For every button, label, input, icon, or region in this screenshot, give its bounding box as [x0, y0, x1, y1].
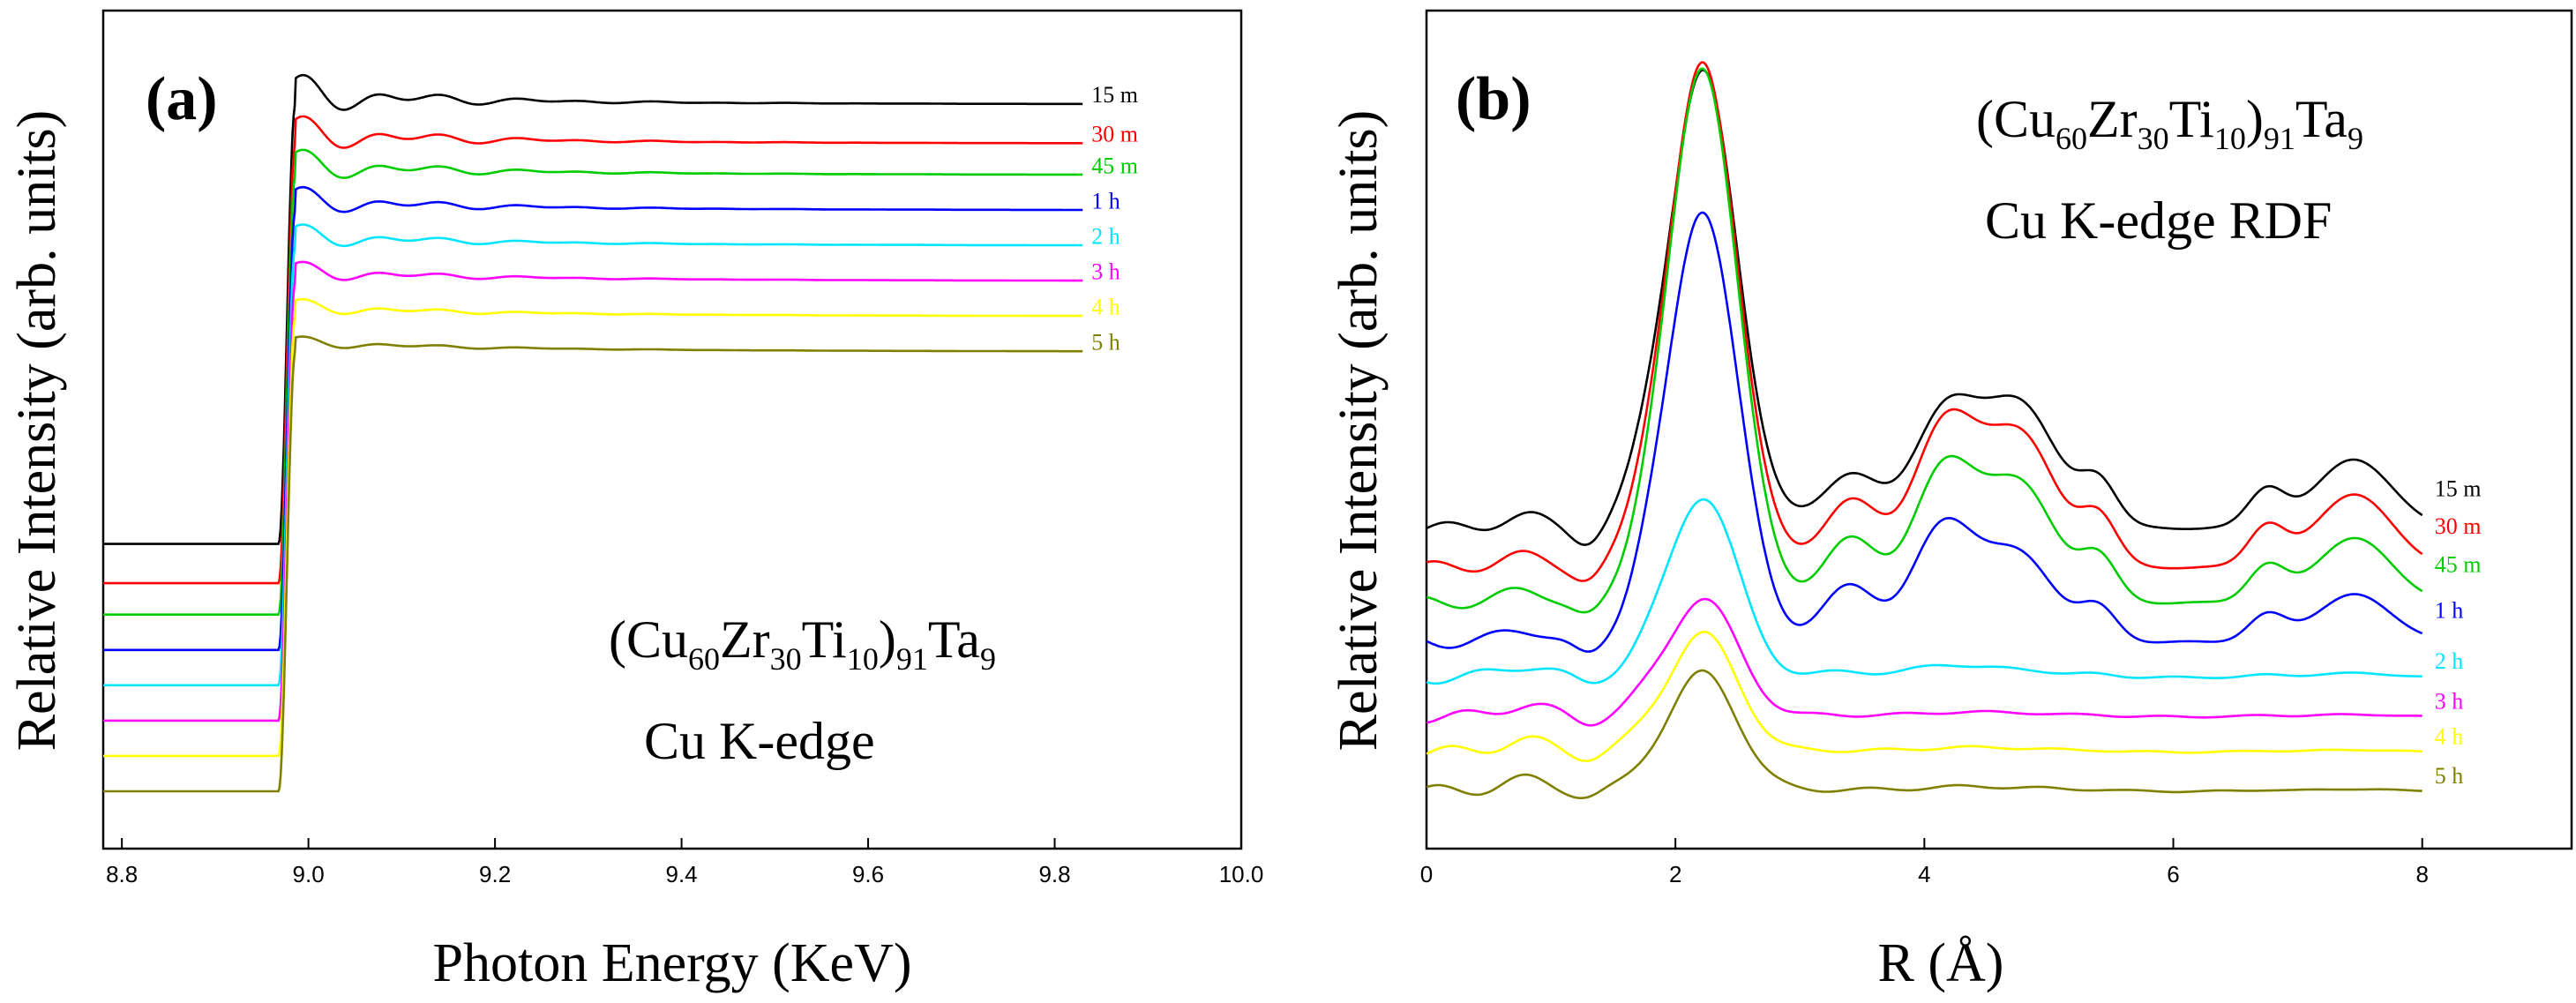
panel-a-series-line	[103, 115, 1083, 585]
panel-a-series-line	[103, 73, 1083, 545]
panel-a-xanes: 8.8 9.0 9.2 9.4 9.6 9.8 10.0 15 m 30 m 45 m 1 h 2 …	[7, 9, 1263, 993]
panel-a-series-label: 1 h	[1091, 188, 1120, 213]
panel-a-series-label: 2 h	[1091, 223, 1120, 249]
panel-b-series-label: 2 h	[2435, 648, 2464, 674]
panel-a-series-line	[103, 335, 1083, 793]
panel-a-x-tick-label: 9.8	[1038, 861, 1070, 887]
panel-b-x-tick-label: 2	[1669, 861, 1681, 887]
panel-b-x-tick-label: 0	[1420, 861, 1433, 887]
panel-b-label: (b)	[1456, 65, 1531, 133]
panel-b-y-axis-title: Relative Intensity (arb. units)	[1329, 110, 1389, 752]
panel-a-x-tick-label: 9.0	[293, 861, 325, 887]
panel-a-x-tick-label: 9.6	[852, 861, 884, 887]
panel-b-formula: (Cu60Zr30Ti10)91Ta9	[1976, 90, 2363, 156]
panel-a-series-label: 3 h	[1091, 258, 1120, 284]
panel-a-label: (a)	[146, 65, 218, 133]
panel-b-x-axis-title: R (Å)	[1878, 933, 2004, 993]
panel-b-x-tick-label: 4	[1918, 861, 1930, 887]
panel-a-formula: (Cu60Zr30Ti10)91Ta9	[609, 610, 996, 677]
panel-a-series-label: 15 m	[1091, 82, 1138, 108]
panel-a-frame	[101, 9, 1243, 850]
panel-a-series-line	[103, 148, 1083, 617]
panel-a-x-tick-label: 9.4	[665, 861, 697, 887]
panel-b-series-line	[1426, 630, 2422, 763]
panel-b-series-label: 30 m	[2435, 513, 2482, 539]
panel-a-series-label: 45 m	[1091, 153, 1138, 178]
panel-b-x-ticks: 0 2 4 6 8	[1420, 838, 2429, 887]
panel-b-series-group	[1426, 61, 2423, 800]
panel-b-series-label: 3 h	[2435, 689, 2464, 715]
panel-b-series-label: 4 h	[2435, 724, 2464, 750]
panel-a-series-labels: 15 m 30 m 45 m 1 h 2 h 3 h 4 h 5 h	[1091, 82, 1138, 355]
panel-a-x-ticks: 8.8 9.0 9.2 9.4 9.6 9.8 10.0	[106, 838, 1263, 887]
panel-a-series-line	[103, 297, 1083, 758]
panel-a-series-line	[103, 185, 1083, 652]
panel-b-x-tick-label: 6	[2167, 861, 2179, 887]
panel-b-series-line	[1426, 67, 2423, 614]
panel-b-series-line	[1426, 669, 2422, 800]
panel-a-edge-label: Cu K-edge	[644, 712, 875, 770]
panel-b-series-label: 15 m	[2435, 475, 2482, 501]
panel-b-series-line	[1426, 597, 2422, 727]
panel-a-series-label: 4 h	[1091, 295, 1120, 320]
panel-b-x-tick-label: 8	[2415, 861, 2428, 887]
panel-a-x-axis-title: Photon Energy (KeV)	[433, 933, 912, 993]
panel-a-series-group	[103, 73, 1083, 793]
panel-a-series-label: 30 m	[1091, 122, 1138, 147]
panel-a-x-tick-label: 10.0	[1219, 861, 1264, 887]
panel-b-series-label: 5 h	[2435, 763, 2464, 789]
panel-b-frame	[1425, 9, 2573, 850]
panel-a-y-axis-title: Relative Intensity (arb. units)	[7, 110, 67, 752]
panel-b-series-line	[1426, 498, 2422, 685]
panel-b-series-line	[1426, 211, 2423, 653]
panel-a-series-label: 5 h	[1091, 330, 1120, 356]
panel-b-series-label: 1 h	[2435, 597, 2464, 623]
panel-a-series-line	[103, 223, 1083, 687]
panel-a-x-tick-label: 9.2	[479, 861, 511, 887]
panel-b-series-line	[1426, 61, 2423, 582]
panel-b-series-labels: 15 m 30 m 45 m 1 h 2 h 3 h 4 h 5 h	[2435, 475, 2482, 789]
panel-b-series-line	[1426, 68, 2423, 546]
panel-a-x-tick-label: 8.8	[106, 861, 138, 887]
panel-b-series-label: 45 m	[2435, 552, 2482, 578]
panel-a-series-line	[103, 260, 1083, 722]
panel-b-rdf: 0 2 4 6 8 15 m 30 m 45 m 1 h 2 h 3 h 4 h 5 h (b) (C…	[1329, 9, 2573, 993]
panel-b-rdf-label: Cu K-edge RDF	[1985, 191, 2332, 250]
